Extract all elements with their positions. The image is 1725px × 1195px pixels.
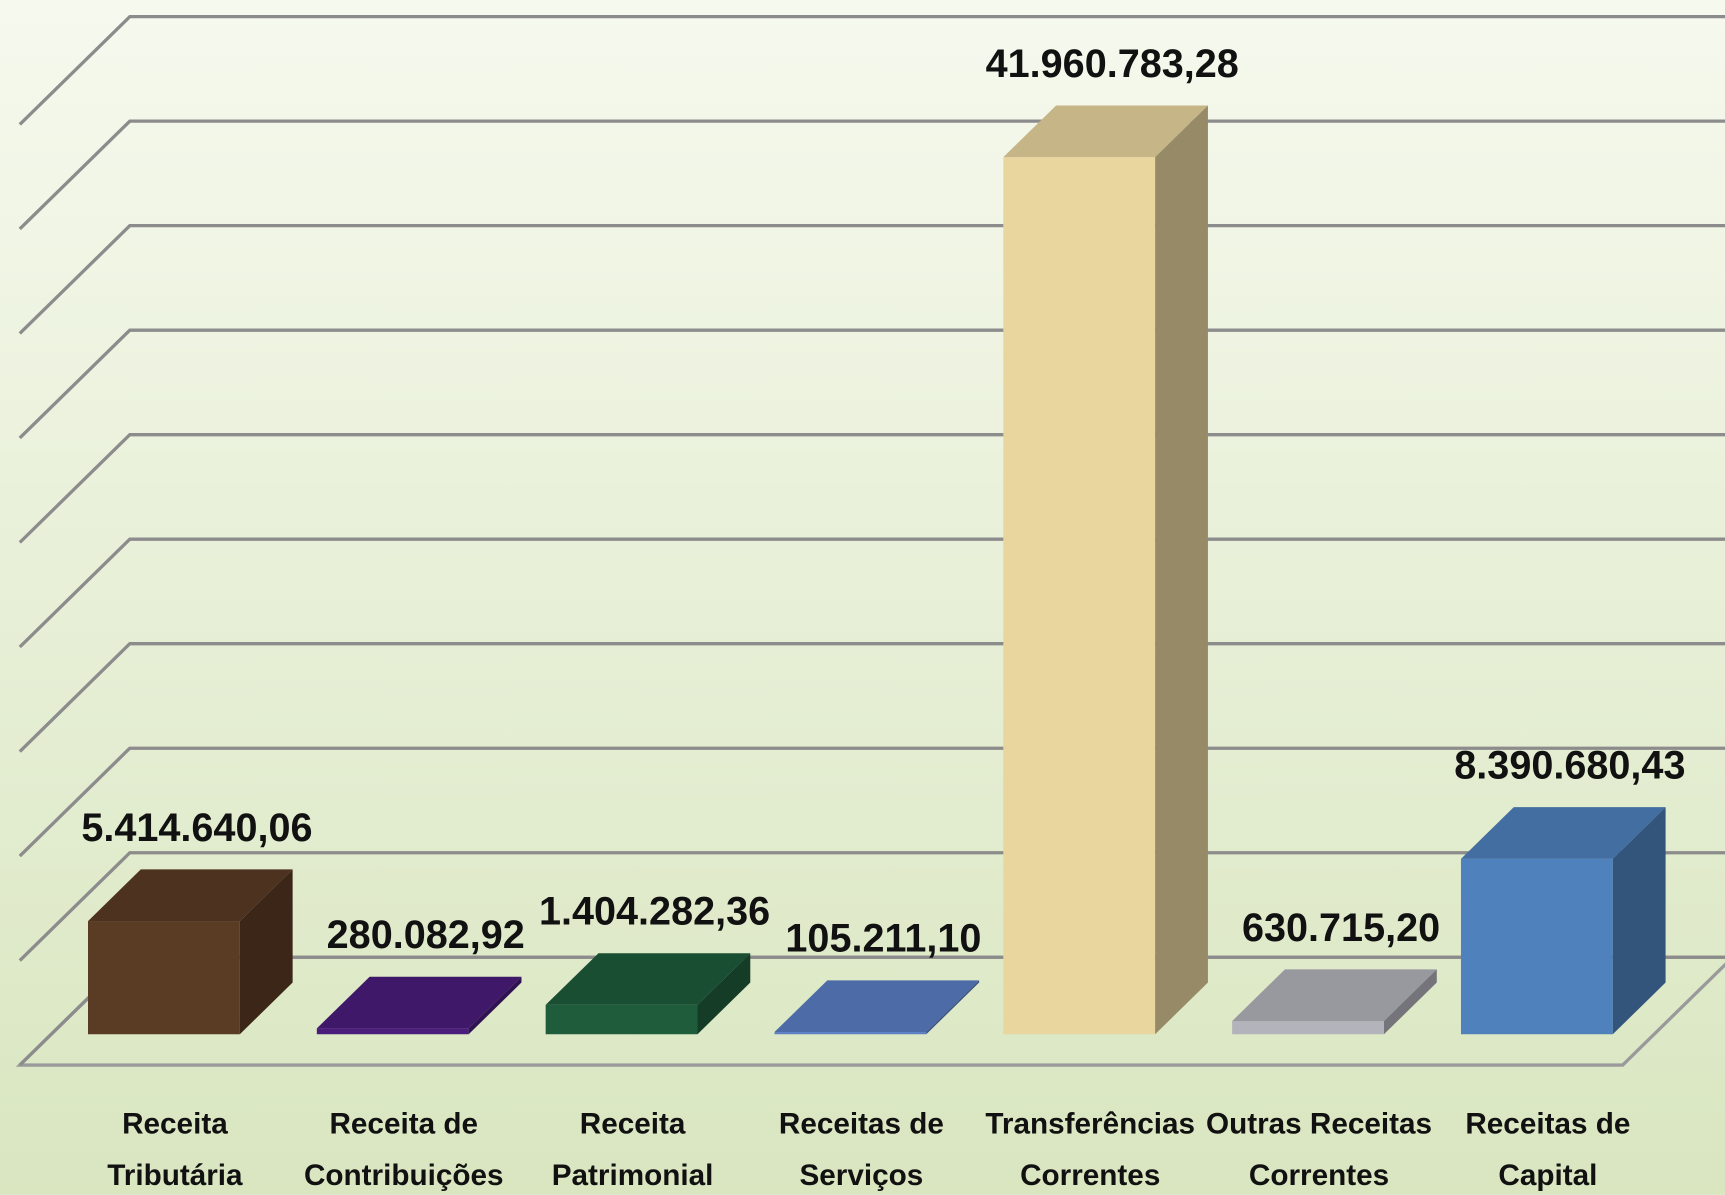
grid-line <box>18 14 1725 126</box>
value-label: 41.960.783,28 <box>986 42 1239 86</box>
bar-front <box>1003 157 1156 1035</box>
value-label: 630.715,20 <box>1242 906 1440 950</box>
value-label: 8.390.680,43 <box>1454 744 1685 788</box>
bar-front <box>1232 1021 1384 1035</box>
bar-side <box>468 976 522 1035</box>
value-label: 5.414.640,06 <box>81 806 312 850</box>
category-label: Receita Patrimonial <box>552 1107 714 1192</box>
bar-side <box>697 953 751 1035</box>
category-label: Receita Tributária <box>107 1107 243 1192</box>
bar-top <box>1460 807 1666 859</box>
bar-side <box>1383 969 1437 1035</box>
bar-top <box>316 976 522 1029</box>
category-label: Outras Receitas Correntes <box>1206 1107 1432 1192</box>
bar <box>1232 969 1437 1035</box>
bar <box>774 980 980 1035</box>
bar-front <box>88 921 240 1035</box>
value-label: 1.404.282,36 <box>539 890 770 934</box>
category-label: Receitas de Serviços <box>779 1107 944 1192</box>
value-label: 280.082,92 <box>327 913 525 957</box>
value-label: 105.211,10 <box>785 917 981 961</box>
bar-top <box>545 953 751 1005</box>
bar-side <box>1612 807 1666 1035</box>
bar-side <box>926 980 980 1035</box>
category-label: Transferências Correntes <box>985 1107 1195 1192</box>
category-label: Receita de Contribuições <box>304 1107 504 1192</box>
bar-top <box>1003 105 1208 158</box>
bar-top <box>88 869 293 922</box>
bar-front <box>1460 858 1613 1035</box>
bar-top <box>1232 969 1437 1022</box>
bar-side <box>239 869 293 1035</box>
bar <box>545 953 751 1035</box>
bar-side <box>1155 105 1208 1035</box>
bar <box>1003 105 1208 1035</box>
bar-front <box>774 1032 927 1035</box>
bar-top <box>774 980 980 1033</box>
category-label: Receitas de Capital <box>1465 1107 1630 1192</box>
bar-front <box>316 1028 469 1035</box>
bar <box>316 976 522 1035</box>
bar-front <box>545 1004 698 1035</box>
bar <box>88 869 293 1035</box>
bar <box>1460 807 1666 1035</box>
